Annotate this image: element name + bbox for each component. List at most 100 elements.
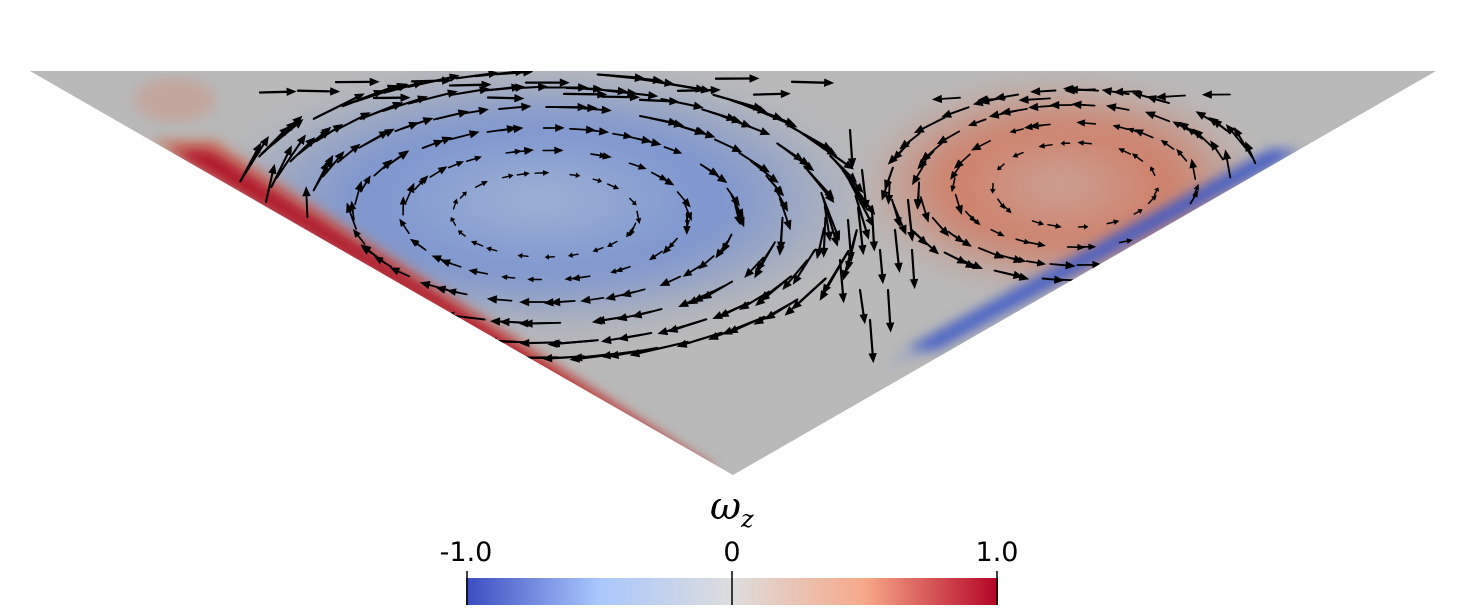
velocity-arrow-head: [296, 134, 306, 145]
velocity-arrow: [720, 304, 743, 317]
velocity-arrow-head: [601, 335, 612, 345]
velocity-arrow: [1106, 221, 1115, 225]
velocity-arrow-head: [936, 135, 948, 145]
velocity-arrow: [823, 205, 830, 233]
velocity-arrow: [402, 224, 410, 235]
velocity-arrow: [452, 219, 457, 226]
velocity-arrow-head: [1210, 140, 1220, 151]
velocity-arrow-head: [950, 170, 959, 180]
velocity-arrow: [667, 275, 682, 283]
velocity-arrow: [621, 265, 631, 271]
velocity-arrow-head: [676, 339, 688, 348]
velocity-arrow: [495, 340, 530, 344]
velocity-arrow-head: [478, 106, 489, 116]
velocity-arrow-head: [637, 163, 647, 170]
velocity-arrow-head: [399, 218, 407, 227]
velocity-arrow: [860, 168, 867, 202]
velocity-arrow-head: [755, 296, 766, 306]
velocity-arrow-head: [599, 152, 607, 159]
velocity-arrow-head: [731, 144, 743, 153]
velocity-arrow-head: [939, 226, 950, 237]
velocity-arrow: [571, 253, 579, 256]
velocity-arrow: [603, 315, 628, 322]
velocity-arrow: [1037, 104, 1054, 108]
velocity-arrow-head: [969, 215, 976, 223]
velocity-arrow: [927, 142, 943, 156]
velocity-arrow: [1114, 106, 1130, 111]
velocity-arrow-head: [602, 152, 612, 160]
velocity-arrow: [1133, 210, 1140, 215]
velocity-arrow-head: [1060, 140, 1065, 147]
velocity-arrow-head: [977, 95, 988, 104]
velocity-arrow: [686, 290, 713, 304]
velocity-arrow-head: [955, 204, 963, 215]
velocity-arrow: [921, 116, 946, 130]
velocity-arrow-head: [260, 136, 269, 147]
velocity-arrow: [1248, 149, 1257, 165]
velocity-arrow-head: [1030, 87, 1041, 96]
velocity-arrow-head: [921, 211, 930, 223]
velocity-arrow: [1147, 197, 1154, 205]
velocity-arrow-head: [684, 219, 691, 227]
velocity-arrow: [416, 243, 425, 250]
velocity-arrow: [790, 80, 826, 84]
velocity-arrow: [912, 230, 933, 249]
velocity-arrow-head: [824, 189, 835, 200]
velocity-arrow: [610, 240, 618, 246]
velocity-arrow-head: [1154, 187, 1160, 192]
velocity-arrow: [312, 169, 326, 192]
velocity-arrow-head: [1131, 153, 1139, 160]
velocity-arrow: [296, 89, 332, 93]
velocity-arrow: [978, 247, 997, 256]
velocity-arrow-head: [988, 110, 1000, 119]
velocity-arrow-head: [610, 268, 617, 274]
velocity-arrow: [893, 228, 900, 264]
velocity-arrow: [838, 258, 845, 295]
velocity-arrow: [730, 318, 758, 332]
velocity-arrow: [636, 210, 640, 220]
velocity-arrow-head: [845, 260, 854, 272]
velocity-arrow-head: [374, 256, 384, 265]
velocity-arrow-head: [894, 262, 903, 273]
velocity-arrow-head: [400, 93, 411, 102]
velocity-arrow: [604, 74, 637, 79]
velocity-arrow: [949, 106, 970, 115]
velocity-arrow: [1016, 151, 1024, 156]
velocity-arrow: [606, 183, 615, 188]
colorbar-max-label: 1.0: [976, 537, 1019, 568]
velocity-arrow-head: [1055, 223, 1062, 229]
velocity-arrow-head: [859, 313, 868, 325]
velocity-arrow: [495, 298, 513, 302]
velocity-arrow-head: [869, 241, 878, 252]
velocity-arrow-head: [759, 163, 770, 173]
velocity-arrow-head: [673, 147, 683, 154]
velocity-arrow-head: [738, 301, 750, 310]
velocity-arrow-head: [1028, 102, 1039, 112]
velocity-arrow-head: [501, 274, 508, 280]
velocity-arrow: [848, 180, 871, 220]
velocity-arrow-head: [928, 244, 939, 255]
velocity-arrow: [947, 230, 958, 239]
velocity-arrow: [870, 208, 875, 243]
velocity-arrow-head: [626, 231, 632, 238]
velocity-arrow-head: [997, 165, 1002, 171]
velocity-arrow: [1080, 103, 1096, 107]
velocity-arrow-head: [858, 244, 867, 256]
velocity-arrow-head: [1193, 183, 1199, 191]
velocity-arrow: [999, 163, 1005, 169]
velocity-arrow: [357, 234, 366, 245]
velocity-arrow: [1122, 90, 1141, 93]
velocity-arrow: [784, 148, 808, 167]
velocity-arrow: [359, 181, 368, 193]
velocity-arrow-head: [631, 200, 637, 206]
velocity-arrow: [351, 208, 355, 221]
velocity-arrow: [655, 174, 668, 182]
velocity-arrow-head: [1065, 261, 1076, 270]
velocity-arrow: [447, 163, 458, 169]
velocity-arrow-head: [615, 266, 623, 273]
velocity-arrow: [878, 248, 884, 276]
velocity-arrow-head: [997, 230, 1005, 237]
velocity-arrow: [414, 180, 424, 190]
velocity-arrow: [752, 92, 782, 96]
velocity-arrow: [394, 124, 411, 133]
